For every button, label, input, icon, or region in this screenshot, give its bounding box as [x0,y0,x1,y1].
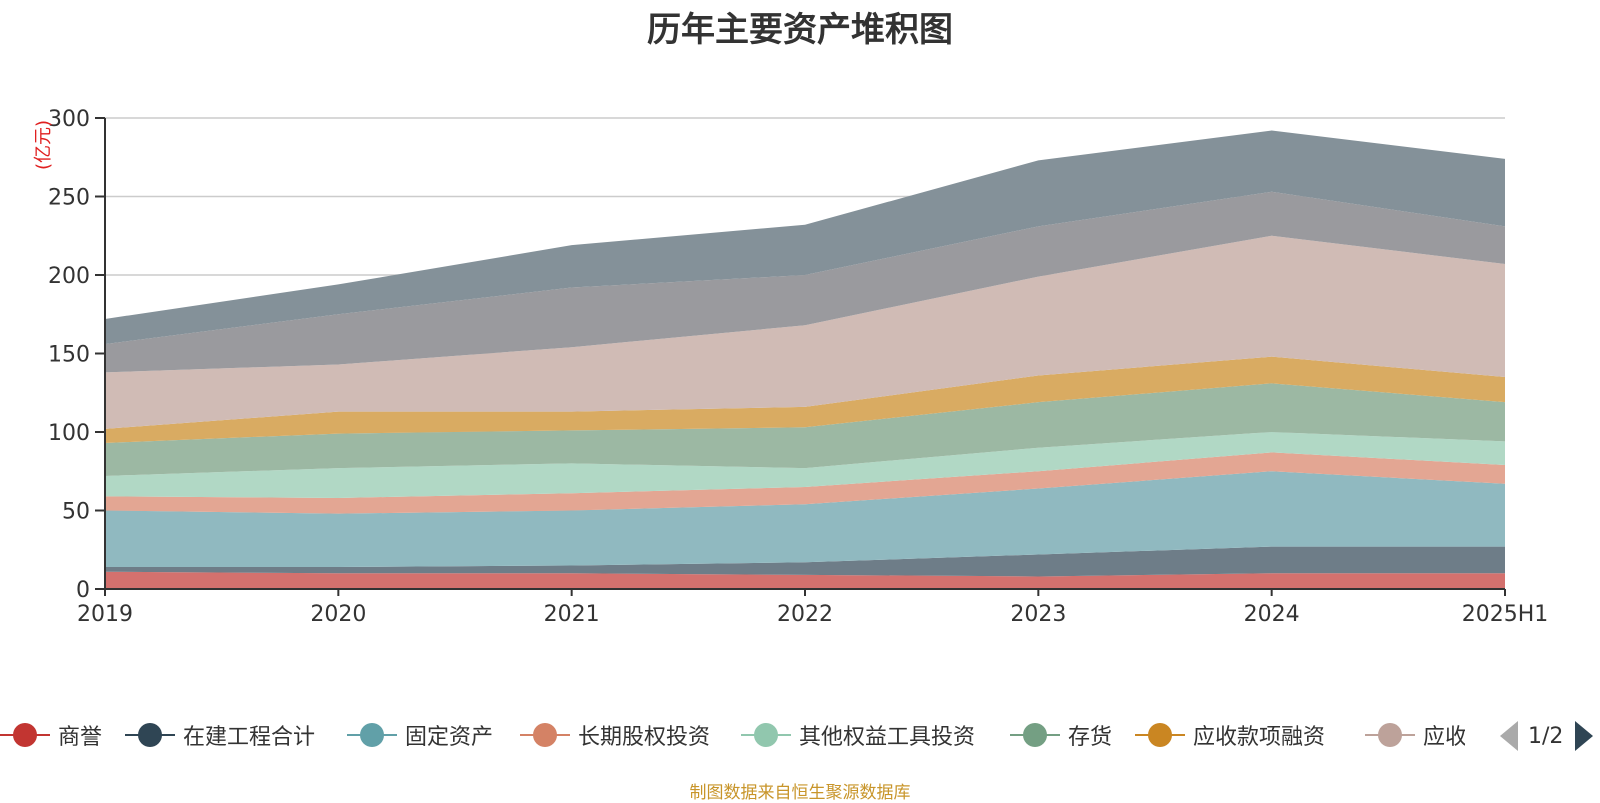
area-series-3[interactable] [105,471,1505,568]
y-tick-label: 200 [48,264,90,289]
y-tick-labels: 0 50 100 150 200 250 300 [48,107,90,603]
y-tick-label: 300 [48,107,90,132]
x-tick-label: 2024 [1244,602,1300,627]
area-series-4[interactable] [105,452,1505,514]
y-tick-label: 250 [48,186,90,211]
legend-marker-icon [1010,720,1060,750]
area-series-6[interactable] [105,383,1505,476]
legend-marker-icon [0,720,50,750]
legend-item[interactable]: 其他权益工具投资 [741,710,975,760]
page-prev-icon[interactable] [1500,721,1518,751]
y-tick-label: 150 [48,343,90,368]
legend-label: 固定资产 [405,725,494,750]
legend-marker-icon [741,720,791,750]
legend-item[interactable]: 长期股权投资 [520,710,710,760]
chart-title: 历年主要资产堆积图 [647,10,953,50]
area-series-7[interactable] [105,356,1505,443]
area-series-1[interactable] [105,571,1505,589]
page-next-icon[interactable] [1575,721,1594,751]
data-source-note: 制图数据来自恒生聚源数据库 [689,783,911,803]
legend-item[interactable]: 商誉 [0,710,102,760]
legend-marker-icon [347,720,397,750]
legend-label: 在建工程合计 [183,725,316,750]
y-tick-label: 50 [62,500,90,525]
legend-label: 应收款项融资 [1193,725,1326,750]
legend-label: 其他权益工具投资 [799,725,976,750]
legend-item[interactable]: 应收款项融资 [1135,710,1325,760]
area-series [105,130,1505,589]
x-tick-label: 2022 [777,602,833,627]
legend-label: 商誉 [58,725,103,750]
area-series-10[interactable] [105,130,1505,345]
legend-label: 长期股权投资 [578,725,711,750]
legend-marker-icon [125,720,175,750]
y-tick-label: 0 [76,578,90,603]
legend-label: 应收账款 [1423,725,1465,750]
x-tick-label: 2023 [1010,602,1066,627]
area-series-5[interactable] [105,432,1505,498]
page-indicator: 1/2 [1528,723,1564,749]
legend-marker-icon [1365,720,1415,750]
legend-item[interactable]: 在建工程合计 [125,710,315,760]
legend-overflow-clip: 应收账款 [1365,710,1465,760]
axes [95,117,1506,596]
y-tick-label: 100 [48,421,90,446]
y-axis-unit: (亿元) [33,120,54,170]
area-series-8[interactable] [105,235,1505,429]
x-tick-labels: 2019 2020 2021 2022 2023 2024 2025H1 [77,602,1548,627]
legend: 商誉 在建工程合计 固定资产 长期股权投资 其他权益工具投资 存货 应收款项融资 应收账款 [0,710,1600,760]
legend-marker-icon [1135,720,1185,750]
x-tick-label: 2019 [77,602,133,627]
area-series-2[interactable] [105,546,1505,577]
legend-item[interactable]: 应收账款 [1365,710,1465,760]
legend-item[interactable]: 存货 [1010,710,1112,760]
legend-label: 存货 [1068,725,1113,750]
legend-item[interactable]: 固定资产 [347,710,493,760]
legend-marker-icon [520,720,570,750]
x-tick-label: 2021 [544,602,600,627]
area-series-9[interactable] [105,191,1505,373]
legend-pager: 1/2 [1500,718,1600,754]
x-tick-label: 2020 [310,602,366,627]
x-tick-label: 2025H1 [1462,602,1549,627]
